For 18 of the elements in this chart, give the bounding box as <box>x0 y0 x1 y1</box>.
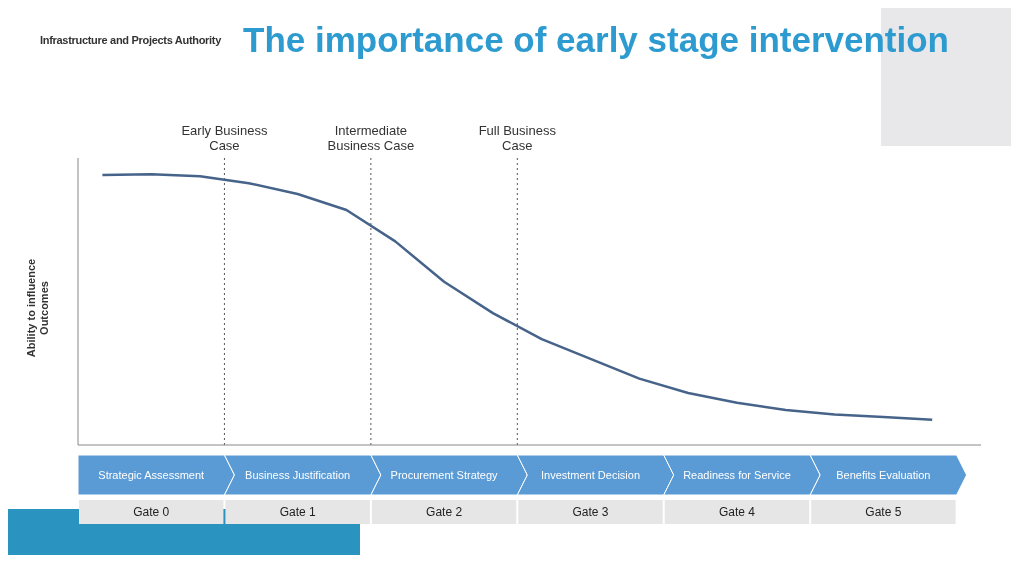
text: Gate 3 <box>572 505 609 519</box>
text: Gate 0 <box>133 505 170 519</box>
text: Full Business Case <box>478 123 557 153</box>
text: Gate 2 <box>426 505 463 519</box>
text: Gate 4 <box>718 505 756 519</box>
text: Intermediate Business Case <box>327 123 415 153</box>
x-tick-label: Strategic Assessment <box>98 469 205 481</box>
x-tick-label: Investment Decision <box>540 469 641 481</box>
chart-subtitle: Infrastructure and Projects Authority <box>40 34 222 46</box>
chart-title: The importance of early stage intervention <box>243 20 949 60</box>
text: Gate 1 <box>279 505 316 519</box>
x-tick-label: Readiness for Service <box>683 469 791 481</box>
x-tick-label: Procurement Strategy <box>390 469 499 481</box>
x-tick-label: Business Justification <box>245 469 351 481</box>
x-tick-label: Benefits Evaluation <box>836 469 931 481</box>
text: Gate 5 <box>865 505 902 519</box>
y-axis-title: Ability to influence Outcomes <box>25 258 51 358</box>
text: Early Business Case <box>181 123 268 153</box>
